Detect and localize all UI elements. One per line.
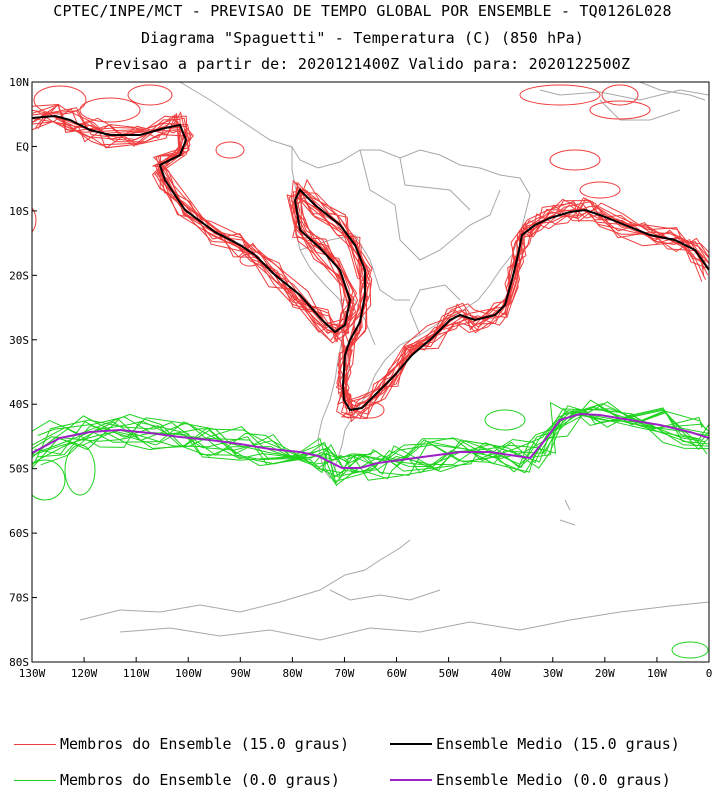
ensemble-member-15-blob: [79, 97, 141, 123]
ensemble-member-15-blob: [579, 181, 621, 199]
axis-ticks: [31, 81, 710, 663]
lon-label: 50W: [439, 667, 459, 680]
lon-label: 30W: [543, 667, 563, 680]
legend-mean-0-swatch: [390, 779, 432, 781]
lat-label: 10S: [9, 205, 29, 218]
lat-label: 60S: [9, 527, 29, 540]
ensemble-member-15-line: [35, 112, 709, 414]
lon-label: 70W: [335, 667, 355, 680]
lon-label: 90W: [230, 667, 250, 680]
legend-mean-15-label: Ensemble Medio (15.0 graus): [436, 735, 680, 753]
ensemble-member-0-line: [32, 411, 709, 477]
ensemble-member-15-blob: [549, 149, 601, 171]
ensemble-member-15-line: [38, 103, 705, 404]
title-line-1: CPTEC/INPE/MCT - PREVISAO DE TEMPO GLOBA…: [53, 2, 672, 20]
ensemble-member-15-line: [32, 108, 709, 404]
ensemble-member-0-blob: [671, 641, 709, 659]
ensemble-mean-15-line: [32, 114, 709, 412]
lon-label: 120W: [71, 667, 98, 680]
ensemble-member-15-blob: [32, 207, 37, 233]
legend-mean-15-swatch: [390, 743, 432, 745]
ensemble-members-15: [32, 84, 709, 423]
lon-label: 10W: [647, 667, 667, 680]
lon-label: 130W: [19, 667, 46, 680]
lon-label: 0: [706, 667, 713, 680]
spaghetti-map: 10N EQ 10S 20S 30S 40S 50S 60S 70S 80S 130W 120W 11…: [9, 76, 713, 680]
longitude-labels: 130W 120W 110W 100W 90W 80W 70W 60W 50W 40W 30W 20W…: [19, 667, 713, 680]
ensemble-member-15-blob: [589, 100, 651, 120]
ensemble-member-15-line: [32, 112, 709, 416]
lon-label: 20W: [595, 667, 615, 680]
lon-label: 80W: [282, 667, 302, 680]
lat-label: 80S: [9, 656, 29, 669]
legend-member-15-label: Membros do Ensemble (15.0 graus): [60, 735, 349, 753]
lat-label: 50S: [9, 463, 29, 476]
ensemble-member-15-line: [33, 107, 709, 420]
latitude-labels: 10N EQ 10S 20S 30S 40S 50S 60S 70S 80S: [9, 76, 29, 669]
lat-label: 40S: [9, 398, 29, 411]
plot-frame: [31, 81, 710, 663]
ensemble-member-15-blob: [215, 141, 245, 159]
legend-mean-0-label: Ensemble Medio (0.0 graus): [436, 771, 671, 789]
lat-label: EQ: [16, 140, 29, 153]
legend-member-0-swatch: [14, 779, 56, 781]
ensemble-member-15-blob: [33, 85, 87, 115]
legend-member-15-swatch: [14, 743, 56, 745]
legend-mean-15: Ensemble Medio (15.0 graus): [390, 735, 680, 753]
ensemble-member-15-line: [32, 103, 709, 415]
legend-member-15: Membros do Ensemble (15.0 graus): [14, 735, 349, 753]
ensemble-member-15-blob: [519, 84, 601, 106]
lon-label: 110W: [123, 667, 150, 680]
legend-member-0-label: Membros do Ensemble (0.0 graus): [60, 771, 340, 789]
lon-label: 100W: [175, 667, 202, 680]
lon-label: 60W: [387, 667, 407, 680]
legend-mean-0: Ensemble Medio (0.0 graus): [390, 771, 671, 789]
ensemble-member-0-line: [32, 409, 706, 483]
title-line-2: Diagrama "Spaguetti" - Temperatura (C) (…: [140, 29, 585, 47]
ensemble-member-15-line: [36, 110, 708, 405]
ensemble-member-15-line: [37, 103, 707, 415]
lat-label: 20S: [9, 269, 29, 282]
ensemble-member-0-line: [32, 408, 709, 468]
lat-label: 30S: [9, 334, 29, 347]
ensemble-member-15-line: [32, 118, 703, 411]
ensemble-member-0-blob: [64, 444, 96, 496]
ensemble-member-0-blob: [484, 409, 526, 431]
title-line-3: Previsao a partir de: 2020121400Z Valido…: [94, 55, 631, 73]
ensemble-mean-0-line: [32, 412, 709, 469]
ensemble-member-0-blob: [32, 459, 66, 501]
ensemble-member-15-blob: [127, 84, 173, 106]
lon-label: 40W: [491, 667, 511, 680]
ensemble-members-0: [32, 399, 709, 659]
lat-label: 10N: [9, 76, 29, 89]
ensemble-member-15-blob: [601, 84, 639, 106]
legend-member-0: Membros do Ensemble (0.0 graus): [14, 771, 340, 789]
lat-label: 70S: [9, 592, 29, 605]
